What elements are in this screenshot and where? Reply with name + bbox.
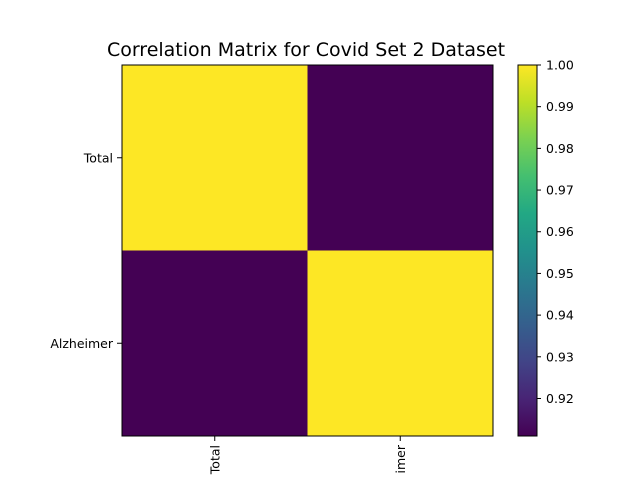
heatmap-cell-r1-c1 [307, 250, 493, 436]
x-tick-label: imer [393, 444, 408, 473]
colorbar-ticks: 0.92 0.93 0.94 0.95 0.96 0.97 0.98 0.99 1.00 [537, 58, 574, 406]
heatmap-cell-r1-c0 [122, 250, 308, 436]
colorbar-tick-label: 0.95 [546, 266, 574, 281]
colorbar [517, 64, 538, 437]
heatmap-cell-r0-c0 [122, 65, 308, 251]
colorbar-tick-label: 0.94 [546, 308, 574, 323]
colorbar-tick-label: 0.97 [546, 183, 574, 198]
heatmap-cell-r0-c1 [307, 65, 493, 251]
y-axis: Total Alzheimer [50, 150, 122, 351]
colorbar-tick-label: 0.93 [546, 349, 574, 364]
chart-title: Correlation Matrix for Covid Set 2 Datas… [107, 39, 505, 61]
x-axis: Total imer [207, 436, 408, 475]
colorbar-tick-label: 0.99 [546, 99, 574, 114]
heatmap-frame [121, 64, 494, 437]
y-tick-label: Total [83, 150, 113, 165]
colorbar-tick-label: 0.96 [546, 224, 574, 239]
colorbar-tick-label: 0.98 [546, 141, 574, 156]
x-tick-label: Total [207, 445, 222, 475]
heatmap-cells [122, 65, 493, 436]
y-tick-label: Alzheimer [50, 336, 114, 351]
colorbar-tick-label: 0.92 [546, 391, 574, 406]
colorbar-tick-label: 1.00 [546, 58, 574, 73]
